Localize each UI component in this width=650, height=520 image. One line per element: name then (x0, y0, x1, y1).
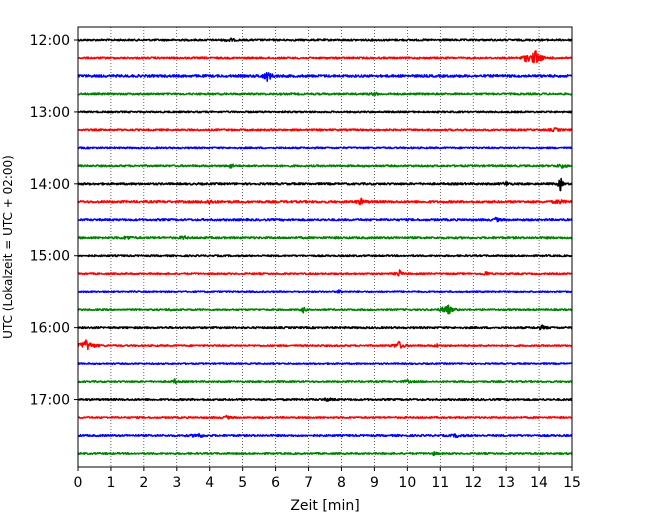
trace-1645 (77, 378, 573, 385)
x-tick-label: 1 (106, 475, 115, 491)
x-tick-label: 2 (139, 475, 148, 491)
x-tick-label: 6 (271, 475, 280, 491)
x-tick-label: 5 (238, 475, 247, 491)
x-tick-label: 14 (530, 475, 548, 491)
traces-group (77, 37, 573, 457)
trace-1215 (77, 50, 573, 64)
trace-1730 (77, 432, 573, 439)
x-axis: 0 1 2 3 4 5 6 7 8 9 10 11 12 13 14 15 (74, 467, 581, 491)
trace-1315 (77, 127, 573, 133)
trace-1330 (77, 146, 573, 150)
y-tick-label: 17:00 (30, 393, 70, 409)
x-tick-label: 0 (74, 475, 83, 491)
trace-1300 (77, 110, 573, 114)
trace-1230 (77, 71, 573, 83)
y-tick-label: 16:00 (30, 321, 70, 337)
x-tick-label: 11 (431, 475, 449, 491)
trace-1400 (77, 177, 573, 192)
x-tick-label: 3 (172, 475, 181, 491)
x-tick-label: 10 (398, 475, 416, 491)
x-tick-label: 15 (563, 475, 581, 491)
trace-1600 (77, 324, 573, 331)
trace-1745 (77, 451, 573, 457)
y-tick-label: 14:00 (30, 177, 70, 193)
plot-frame (77, 26, 573, 468)
x-tick-label: 12 (464, 475, 482, 491)
x-tick-label: 4 (205, 475, 214, 491)
trace-1245 (77, 91, 573, 97)
trace-1630 (77, 362, 573, 366)
trace-1515 (77, 269, 573, 277)
trace-1615 (77, 339, 573, 351)
trace-1545 (77, 304, 573, 315)
y-tick-label: 12:00 (30, 33, 70, 49)
trace-1445 (77, 235, 573, 240)
trace-1715 (77, 414, 573, 420)
y-axis: 12:00 13:00 14:00 15:00 16:00 17:00 (30, 33, 78, 409)
x-axis-label: Zeit [min] (290, 498, 359, 514)
trace-1415 (77, 197, 573, 206)
trace-1430 (77, 216, 573, 223)
y-tick-label: 13:00 (30, 105, 70, 121)
x-tick-label: 9 (370, 475, 379, 491)
trace-1500 (77, 254, 573, 258)
trace-1200 (77, 37, 573, 43)
y-axis-label: UTC (Lokalzeit = UTC + 02:00) (1, 155, 15, 339)
grid-lines (110, 27, 540, 467)
trace-1700 (77, 397, 573, 403)
x-tick-label: 7 (304, 475, 313, 491)
x-tick-label: 8 (337, 475, 346, 491)
trace-1530 (77, 289, 573, 294)
x-tick-label: 13 (497, 475, 515, 491)
y-tick-label: 15:00 (30, 249, 70, 265)
trace-1345 (77, 163, 573, 169)
